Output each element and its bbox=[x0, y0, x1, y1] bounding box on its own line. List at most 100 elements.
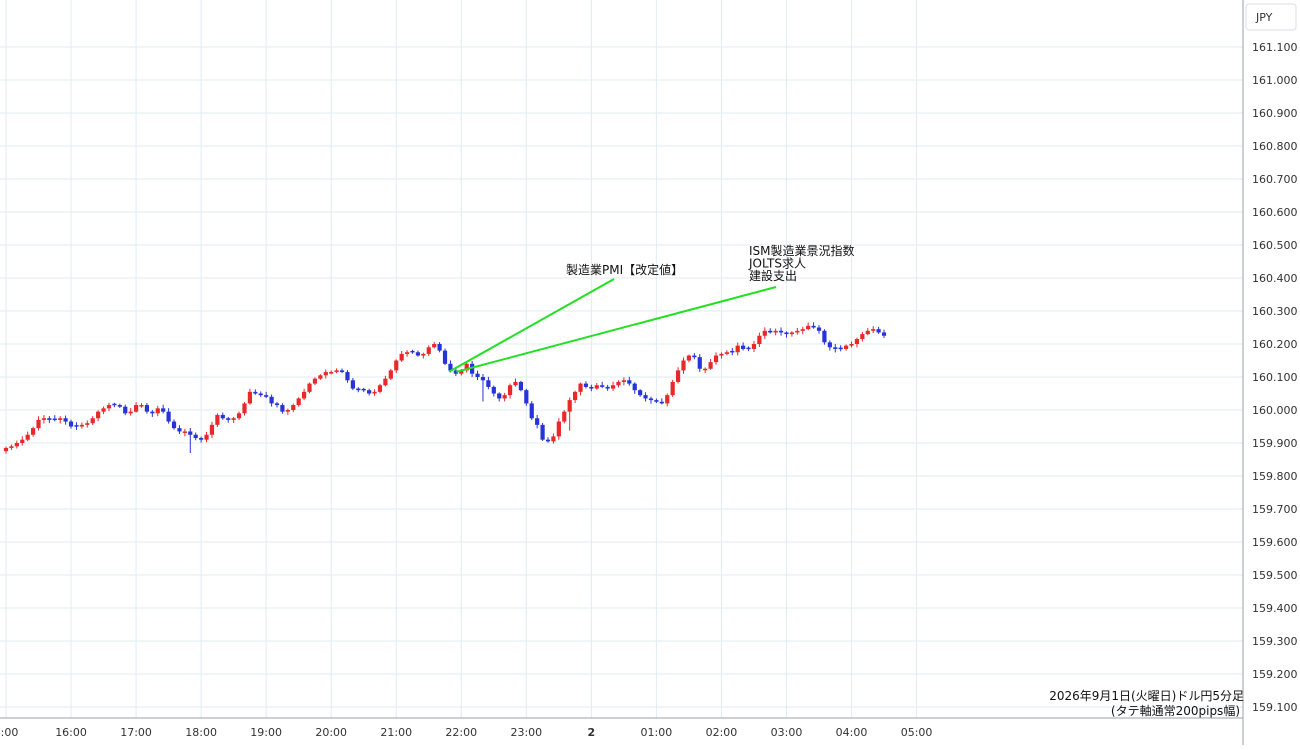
candle-body bbox=[144, 405, 150, 412]
candle bbox=[475, 370, 480, 381]
candle bbox=[356, 387, 361, 393]
candle-body bbox=[491, 386, 496, 394]
candle-body bbox=[188, 431, 193, 435]
candle bbox=[367, 388, 372, 396]
candle-body bbox=[269, 396, 274, 404]
candle-body bbox=[459, 370, 464, 374]
candle-body bbox=[421, 353, 426, 356]
candle bbox=[540, 422, 545, 441]
candle bbox=[383, 375, 388, 387]
candle bbox=[535, 414, 540, 429]
candle-body bbox=[426, 347, 431, 354]
candle-body bbox=[453, 370, 458, 374]
candle-body bbox=[177, 428, 182, 432]
candle-body bbox=[182, 431, 187, 433]
candle bbox=[524, 388, 529, 406]
candle-body bbox=[638, 390, 643, 396]
candle bbox=[133, 402, 139, 413]
candle bbox=[507, 383, 513, 399]
candle-body bbox=[735, 345, 740, 353]
candle bbox=[854, 337, 860, 348]
candle bbox=[551, 433, 556, 444]
marker-line-pmi bbox=[448, 278, 615, 373]
candle bbox=[822, 329, 827, 345]
x-tick-label: 20:00 bbox=[315, 726, 347, 739]
candle bbox=[681, 357, 686, 374]
y-tick-label: 160.600 bbox=[1252, 206, 1298, 219]
candle-body bbox=[242, 403, 247, 414]
candle-body bbox=[844, 345, 849, 349]
candle-body bbox=[161, 408, 166, 412]
x-tick-label: 16:00 bbox=[55, 726, 87, 739]
candle bbox=[518, 380, 523, 392]
candle-body bbox=[692, 355, 697, 358]
candle bbox=[703, 367, 708, 374]
candle bbox=[545, 437, 551, 443]
candle-body bbox=[312, 378, 318, 384]
candle bbox=[372, 389, 377, 396]
candle bbox=[280, 403, 285, 414]
candle-body bbox=[665, 395, 670, 404]
candle-body bbox=[697, 357, 702, 369]
candle-body bbox=[768, 330, 773, 333]
candle bbox=[242, 402, 247, 416]
candle bbox=[654, 398, 659, 404]
candle-body bbox=[20, 439, 25, 443]
candle bbox=[844, 344, 849, 351]
candle-body bbox=[399, 353, 404, 361]
candle bbox=[486, 376, 491, 390]
candle-body bbox=[627, 380, 632, 384]
candle bbox=[3, 446, 9, 454]
candle-body bbox=[535, 418, 540, 425]
candle-body bbox=[713, 355, 719, 363]
candle-body bbox=[838, 347, 843, 350]
candle-body bbox=[806, 325, 811, 330]
y-tick-label: 160.800 bbox=[1252, 140, 1298, 153]
candle bbox=[291, 403, 296, 413]
candle-body bbox=[41, 418, 47, 420]
candle-body bbox=[589, 386, 594, 389]
candle bbox=[410, 349, 415, 354]
candle-body bbox=[654, 400, 659, 402]
candle-body bbox=[442, 350, 448, 364]
candle-body bbox=[356, 388, 361, 391]
candle-body bbox=[583, 383, 589, 387]
candle bbox=[562, 410, 567, 424]
candle-body bbox=[762, 330, 767, 336]
candle bbox=[68, 419, 74, 429]
candle-body bbox=[14, 443, 19, 447]
candle-body bbox=[117, 405, 122, 407]
candle bbox=[692, 353, 697, 360]
candle-body bbox=[90, 418, 95, 424]
grid bbox=[0, 0, 1243, 718]
candle-body bbox=[3, 447, 9, 452]
candle bbox=[811, 322, 816, 329]
candle bbox=[14, 440, 19, 449]
candle-body bbox=[545, 439, 551, 442]
candle bbox=[144, 402, 150, 414]
candle bbox=[323, 369, 328, 379]
candle-body bbox=[291, 405, 296, 410]
candle-body bbox=[166, 411, 171, 422]
candle-body bbox=[68, 421, 74, 427]
candle bbox=[491, 385, 496, 397]
candle bbox=[730, 347, 735, 356]
candle bbox=[665, 393, 670, 407]
candle bbox=[182, 428, 187, 437]
candle bbox=[339, 368, 345, 374]
candle-body bbox=[865, 330, 870, 335]
x-tick-label: 03:00 bbox=[771, 726, 803, 739]
candle-body bbox=[394, 360, 399, 371]
candle bbox=[52, 415, 57, 422]
candle-body bbox=[74, 425, 79, 427]
candle bbox=[610, 381, 616, 391]
candle bbox=[47, 416, 52, 424]
candle-body bbox=[329, 372, 334, 374]
candle-body bbox=[285, 410, 290, 412]
candle bbox=[838, 345, 843, 352]
y-tick-label: 159.300 bbox=[1252, 635, 1298, 648]
candle-body bbox=[795, 330, 800, 333]
candle bbox=[724, 350, 729, 356]
